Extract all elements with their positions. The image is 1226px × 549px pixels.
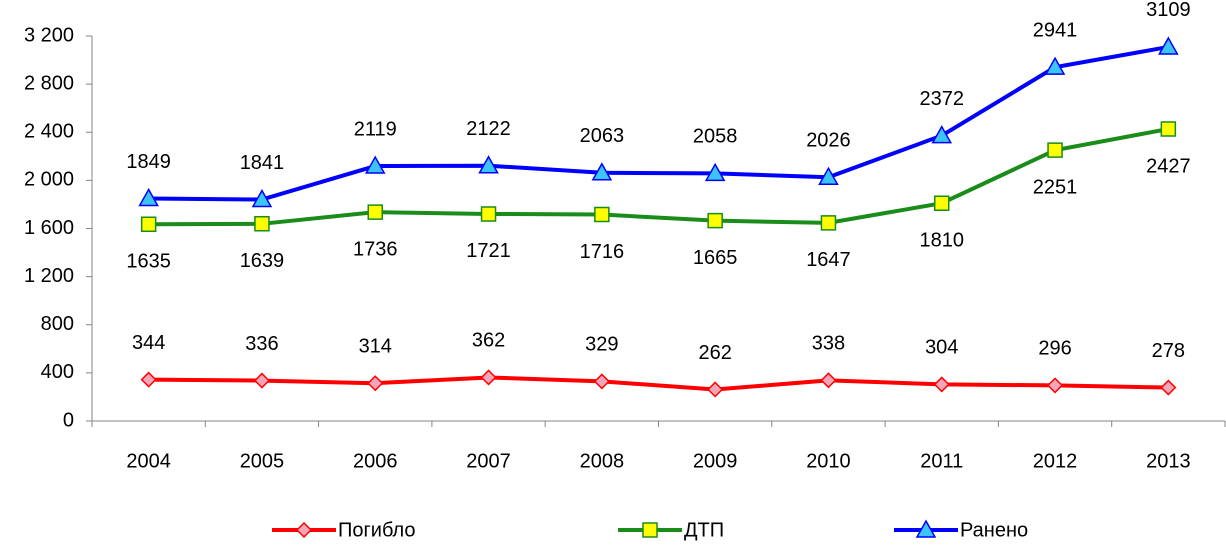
x-tick-label: 2006 <box>353 450 398 472</box>
y-tick-label: 2 800 <box>24 72 74 94</box>
data-label: 2026 <box>806 130 851 152</box>
point <box>704 162 726 182</box>
legend-marker <box>295 521 313 539</box>
point <box>1160 379 1177 396</box>
data-label: 1736 <box>353 238 398 260</box>
x-tick-label: 2013 <box>1146 450 1191 472</box>
point <box>818 166 839 185</box>
point <box>1047 142 1063 158</box>
x-tick-label: 2004 <box>126 450 171 472</box>
x-tick-label: 2009 <box>693 450 738 472</box>
series-line <box>148 375 1169 392</box>
data-label: 1647 <box>806 249 851 271</box>
data-label: 314 <box>359 336 392 358</box>
data-label: 329 <box>585 334 618 356</box>
x-tick-label: 2008 <box>580 450 625 472</box>
point <box>1160 121 1177 137</box>
y-tick-label: 0 <box>63 409 74 431</box>
data-label: 304 <box>925 337 958 359</box>
y-tick-label: 2 400 <box>24 121 74 143</box>
data-label: 296 <box>1038 338 1071 360</box>
data-label: 362 <box>472 330 505 352</box>
x-tick-label: 2010 <box>806 450 851 472</box>
series-line <box>148 44 1169 202</box>
x-tick-label: 2011 <box>920 450 963 472</box>
point <box>253 372 271 389</box>
point <box>820 372 837 389</box>
point <box>1158 36 1179 55</box>
x-tick-label: 2005 <box>240 450 285 472</box>
data-label: 262 <box>698 342 731 364</box>
data-label: 3109 <box>1146 0 1191 21</box>
data-label: 1841 <box>240 152 285 174</box>
point <box>1044 56 1066 75</box>
data-label: 1721 <box>466 240 511 262</box>
point <box>480 206 497 222</box>
point <box>478 155 499 174</box>
legend-label: Погибло <box>338 519 416 541</box>
point <box>364 155 386 174</box>
point <box>594 206 610 223</box>
point <box>140 216 157 233</box>
point <box>931 125 953 144</box>
y-tick-label: 2 000 <box>24 169 74 191</box>
y-tick-label: 1 600 <box>24 217 74 239</box>
point <box>593 373 610 390</box>
data-label: 2251 <box>1033 176 1078 198</box>
data-label: 2372 <box>920 88 965 110</box>
data-label: 278 <box>1152 340 1185 362</box>
data-label: 338 <box>812 333 845 355</box>
point <box>367 375 384 392</box>
legend-label: ДТП <box>684 519 724 541</box>
point <box>707 212 723 229</box>
legend-marker <box>642 522 658 538</box>
legend-marker <box>915 519 937 538</box>
point <box>933 376 950 393</box>
data-label: 2119 <box>354 118 397 140</box>
y-tick-label: 1 200 <box>24 265 74 287</box>
data-label: 1639 <box>240 250 285 272</box>
series-line <box>148 127 1169 227</box>
x-tick-label: 2007 <box>466 450 511 472</box>
data-label: 2122 <box>466 118 511 140</box>
data-label: 336 <box>245 333 278 355</box>
data-label: 1716 <box>580 241 625 263</box>
data-label: 1635 <box>126 251 171 273</box>
point <box>591 162 613 181</box>
point <box>1046 377 1064 394</box>
data-label: 2427 <box>1146 155 1191 177</box>
data-label: 2063 <box>580 125 625 147</box>
y-tick-label: 800 <box>41 313 74 335</box>
data-label: 344 <box>132 332 165 354</box>
point <box>138 188 159 207</box>
data-label: 2058 <box>693 126 738 148</box>
point <box>254 216 270 232</box>
y-tick-label: 400 <box>41 361 74 383</box>
data-label: 1665 <box>693 247 738 269</box>
data-label: 1849 <box>126 151 171 173</box>
y-tick-label: 3 200 <box>24 24 74 46</box>
point <box>934 195 950 211</box>
legend-label: Ранено <box>960 519 1028 541</box>
data-label: 2941 <box>1033 19 1078 41</box>
data-label: 1810 <box>920 230 965 252</box>
x-tick-label: 2012 <box>1033 450 1078 472</box>
point <box>480 369 497 386</box>
point <box>140 371 157 388</box>
point <box>367 204 383 220</box>
point <box>820 215 837 231</box>
point <box>707 381 724 398</box>
point <box>251 188 273 208</box>
